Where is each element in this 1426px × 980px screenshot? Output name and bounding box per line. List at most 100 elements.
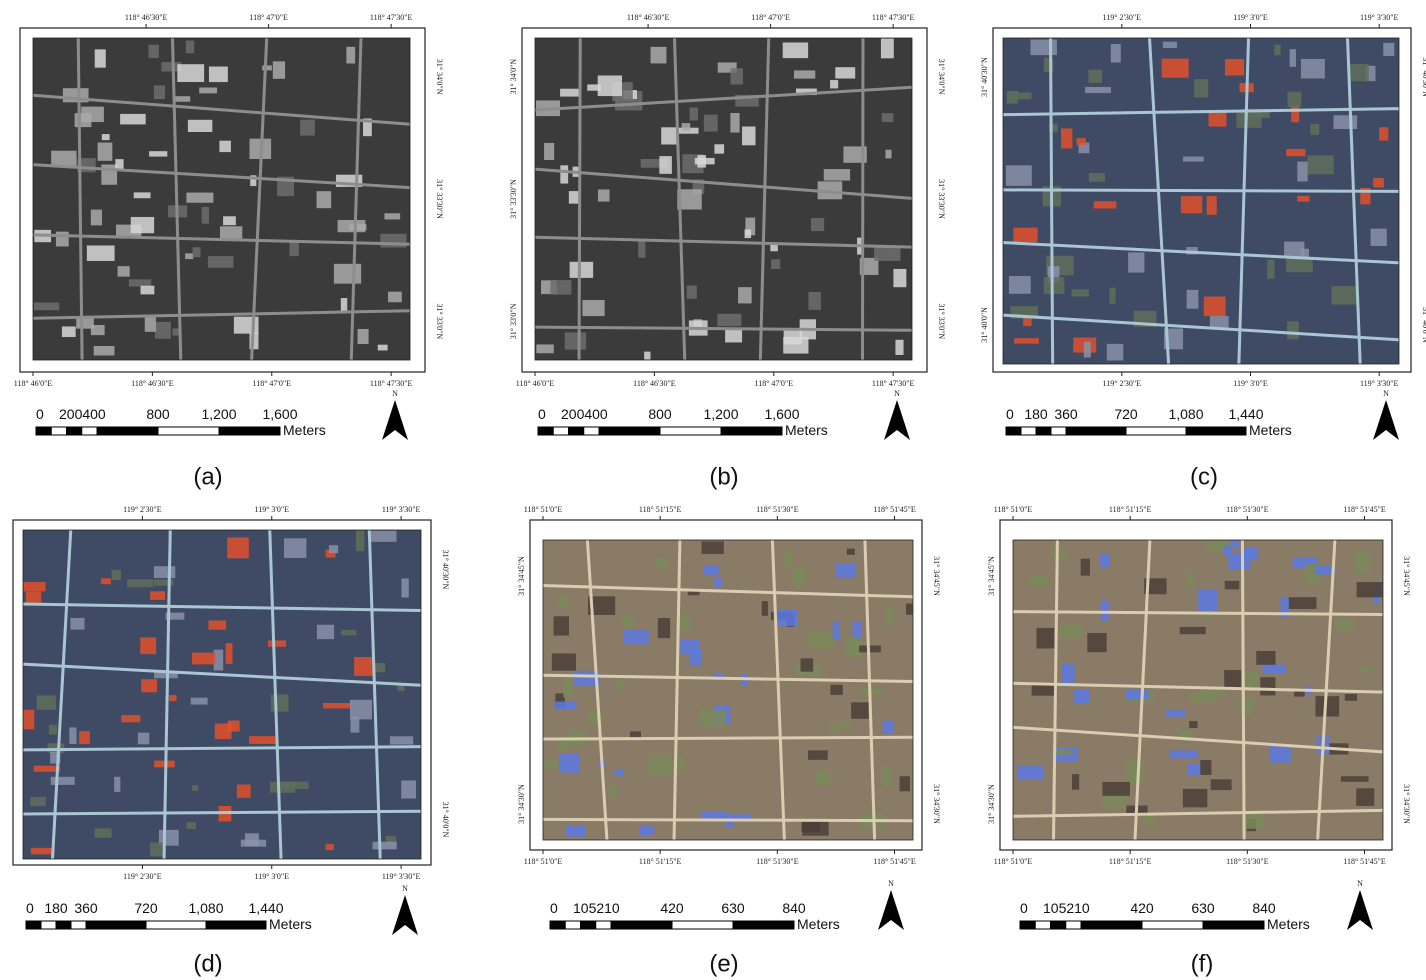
building: [131, 217, 154, 233]
building: [1180, 627, 1206, 634]
building: [1345, 694, 1357, 701]
building: [358, 329, 369, 344]
building: [1373, 178, 1384, 187]
building: [186, 822, 196, 829]
building: [1211, 779, 1232, 790]
building: [1017, 766, 1043, 779]
building: [690, 107, 698, 120]
left-tick-label: 31° 34'45"N: [987, 556, 996, 596]
top-tick-label: 119° 3'0"E: [1233, 13, 1268, 22]
building: [341, 298, 347, 312]
building: [559, 754, 580, 772]
building: [154, 85, 165, 99]
building: [273, 61, 285, 79]
scale-unit: Meters: [283, 422, 326, 438]
building: [835, 67, 855, 78]
building: [1085, 87, 1111, 93]
building: [1260, 677, 1275, 695]
scale-label: 630: [1191, 900, 1215, 916]
scale-segment: [1066, 427, 1126, 435]
top-tick-label: 118° 47'0"E: [249, 13, 288, 22]
scale-label: 1,080: [1168, 406, 1203, 422]
building: [227, 538, 249, 559]
building: [616, 679, 623, 689]
building: [563, 678, 572, 698]
scale-label: 0: [26, 900, 34, 916]
building: [726, 821, 733, 828]
building: [1239, 698, 1252, 714]
building: [262, 65, 272, 70]
building: [714, 144, 724, 153]
left-tick-label: 31° 33'0"N: [509, 303, 518, 339]
right-tick-label: 31° 34'45"N: [932, 556, 941, 596]
scale-segment: [97, 427, 158, 435]
building: [738, 287, 752, 303]
bottom-tick-label: 118° 51'0"E: [524, 857, 563, 866]
north-arrow: [1347, 890, 1373, 930]
building: [30, 797, 46, 806]
scale-segment: [51, 427, 66, 435]
building: [1187, 290, 1199, 309]
scale-segment: [26, 921, 41, 929]
building: [209, 67, 228, 83]
building: [881, 39, 894, 59]
building: [762, 601, 768, 616]
building: [1331, 286, 1358, 305]
building: [1189, 721, 1197, 728]
building: [1198, 590, 1217, 611]
building: [192, 785, 198, 790]
building: [284, 538, 306, 558]
right-tick-label: 31° 40'30"N: [1421, 57, 1426, 97]
north-label: N: [402, 884, 408, 893]
building: [228, 721, 240, 732]
bottom-tick-label: 118° 51'15"E: [1109, 857, 1152, 866]
top-tick-label: 118° 51'30"E: [1226, 505, 1269, 514]
building: [1256, 651, 1275, 665]
top-tick-label: 118° 47'30"E: [872, 13, 915, 22]
left-tick-label: 31° 40'0"N: [980, 307, 989, 343]
panel-label: (b): [709, 463, 738, 490]
building: [1084, 342, 1091, 358]
right-tick-label: 31° 34'0"N: [435, 59, 444, 95]
figure: 118° 46'30"E 118° 47'0"E 118° 47'30"E 118° …: [0, 0, 1426, 980]
top-tick-label: 118° 47'30"E: [370, 13, 413, 22]
building: [1072, 289, 1089, 296]
bottom-tick-label: 118° 51'45"E: [873, 857, 916, 866]
scale-segment: [36, 427, 51, 435]
bottom-tick-label: 118° 46'30"E: [633, 379, 676, 388]
building: [1013, 228, 1037, 243]
building: [317, 191, 332, 208]
road: [543, 819, 913, 820]
bottom-tick-label: 118° 47'0"E: [253, 379, 292, 388]
building: [120, 114, 146, 125]
building: [742, 674, 748, 686]
scale-label: 0: [36, 406, 44, 422]
scale-segment: [1066, 921, 1081, 929]
scale-segment: [146, 921, 206, 929]
building: [1291, 105, 1299, 122]
bottom-tick-label: 119° 3'0"E: [1233, 379, 1268, 388]
scale-label: 360: [1054, 406, 1078, 422]
building: [300, 120, 315, 136]
building: [883, 721, 894, 734]
scale-label: 1,080: [188, 900, 223, 916]
building: [341, 630, 356, 635]
scale-segment: [550, 921, 565, 929]
building: [1061, 128, 1072, 148]
panel-label: (a): [193, 463, 222, 490]
building: [811, 218, 824, 231]
scale-segment: [1051, 427, 1066, 435]
building: [378, 345, 388, 351]
building: [1094, 201, 1117, 208]
scale-label: 200400: [561, 406, 608, 422]
building: [745, 229, 752, 238]
building: [882, 113, 893, 122]
building: [808, 292, 820, 310]
building: [702, 541, 724, 554]
bottom-tick-label: 118° 51'30"E: [1226, 857, 1269, 866]
building: [91, 325, 105, 335]
building: [49, 725, 57, 735]
building: [334, 264, 361, 284]
building: [401, 578, 408, 597]
building: [630, 731, 641, 737]
